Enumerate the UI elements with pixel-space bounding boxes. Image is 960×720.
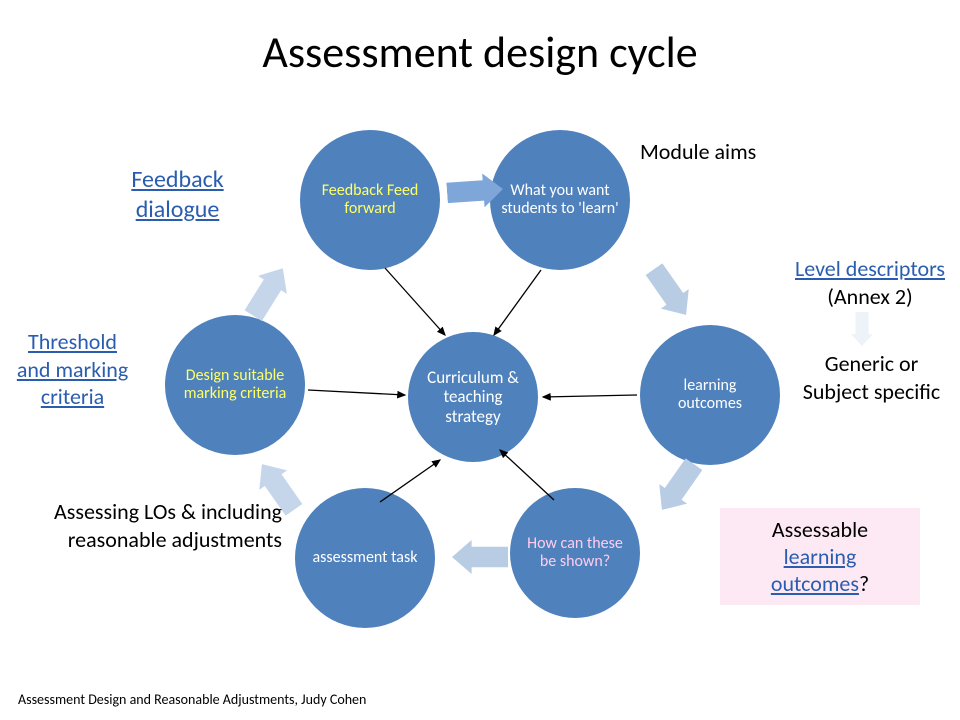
spoke-arrow-2 (500, 450, 554, 500)
spoke-arrow-0 (494, 270, 541, 335)
cycle-node-label: What you want students to 'learn' (500, 182, 620, 219)
link-learning-outcomes[interactable]: learning outcomes (771, 543, 859, 597)
footer-credit: Assessment Design and Reasonable Adjustm… (18, 691, 366, 708)
link-level-descriptors[interactable]: Level descriptors (795, 255, 945, 282)
box-pre: Assessable (772, 516, 868, 543)
label-generic-specific: Generic or Subject specific (794, 350, 949, 405)
cycle-node-5: Feedback Feed forward (300, 130, 440, 270)
cycle-arrow-3 (452, 540, 508, 574)
page-title: Assessment design cycle (0, 25, 960, 79)
label-assessing-los: Assessing LOs & including reasonable adj… (22, 498, 282, 553)
label-feedback-dialogue: Feedback dialogue (110, 165, 245, 225)
cycle-node-label: learning outcomes (650, 377, 770, 414)
cycle-arrow-1 (640, 259, 700, 324)
box-assessable-outcomes: Assessable learning outcomes? (720, 508, 920, 605)
box-post: ? (859, 570, 869, 597)
label-module-aims: Module aims (640, 138, 756, 166)
spoke-arrow-4 (308, 390, 405, 395)
spoke-arrow-5 (385, 268, 445, 335)
cycle-node-3: assessment task (295, 488, 435, 628)
label-annex: (Annex 2) (827, 283, 912, 310)
spoke-arrow-1 (543, 395, 637, 397)
cycle-node-label: assessment task (313, 549, 418, 567)
cycle-node-label: How can these be shown? (520, 535, 630, 572)
cycle-node-2: How can these be shown? (510, 488, 640, 618)
cycle-node-label: Design suitable marking criteria (175, 367, 295, 404)
cycle-node-1: learning outcomes (640, 325, 780, 465)
center-node: Curriculum & teaching strategy (408, 332, 538, 462)
cycle-node-4: Design suitable marking criteria (165, 315, 305, 455)
link-threshold-criteria[interactable]: Threshold and marking criteria (17, 328, 128, 410)
cycle-node-0: What you want students to 'learn' (490, 130, 630, 270)
down-mini-arrow (851, 312, 873, 346)
label-level-descriptors: Level descriptors (Annex 2) (785, 255, 955, 310)
cycle-node-label: Feedback Feed forward (310, 182, 430, 219)
label-threshold: Threshold and marking criteria (15, 328, 130, 411)
cycle-arrow-5 (239, 259, 298, 325)
center-label: Curriculum & teaching strategy (418, 368, 528, 427)
link-feedback-dialogue[interactable]: Feedback dialogue (131, 165, 223, 224)
